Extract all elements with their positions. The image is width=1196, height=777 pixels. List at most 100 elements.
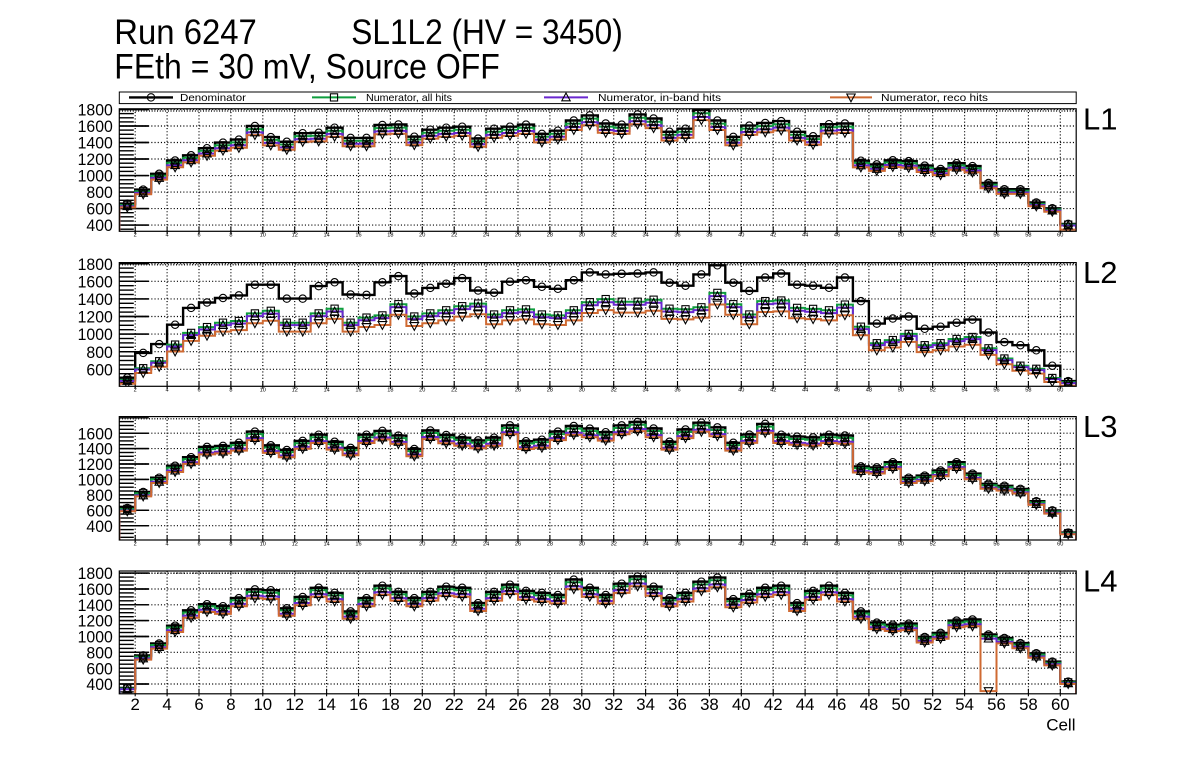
svg-text:58: 58 <box>1025 388 1031 394</box>
svg-text:10: 10 <box>253 695 272 714</box>
svg-text:8: 8 <box>229 388 232 394</box>
svg-text:400: 400 <box>86 518 112 536</box>
svg-text:1400: 1400 <box>78 291 113 309</box>
svg-text:22: 22 <box>445 695 464 714</box>
svg-text:40: 40 <box>738 233 744 239</box>
svg-text:2: 2 <box>134 233 137 239</box>
svg-text:1600: 1600 <box>78 118 113 136</box>
svg-text:54: 54 <box>961 388 967 394</box>
svg-text:56: 56 <box>987 695 1006 714</box>
svg-text:46: 46 <box>834 541 840 547</box>
svg-text:24: 24 <box>483 233 489 239</box>
svg-text:6: 6 <box>197 233 200 239</box>
svg-text:2: 2 <box>134 388 137 394</box>
svg-text:Numerator, all hits: Numerator, all hits <box>366 93 452 104</box>
svg-text:16: 16 <box>355 233 361 239</box>
svg-text:12: 12 <box>292 233 298 239</box>
svg-text:1800: 1800 <box>78 102 113 120</box>
svg-text:44: 44 <box>802 541 808 547</box>
svg-text:28: 28 <box>547 388 553 394</box>
svg-text:60: 60 <box>1057 388 1063 394</box>
svg-text:28: 28 <box>547 233 553 239</box>
svg-text:8: 8 <box>229 541 232 547</box>
svg-text:4: 4 <box>166 388 169 394</box>
svg-text:Run 6247: Run 6247 <box>114 13 256 52</box>
svg-text:58: 58 <box>1025 233 1031 239</box>
svg-text:20: 20 <box>413 695 432 714</box>
svg-text:16: 16 <box>349 695 368 714</box>
svg-text:Denominator: Denominator <box>180 93 247 104</box>
svg-text:54: 54 <box>961 233 967 239</box>
svg-text:Numerator, in-band hits: Numerator, in-band hits <box>598 93 721 104</box>
svg-text:56: 56 <box>993 388 999 394</box>
svg-text:34: 34 <box>642 541 648 547</box>
svg-text:30: 30 <box>572 695 591 714</box>
svg-text:600: 600 <box>86 502 112 520</box>
svg-text:4: 4 <box>166 233 169 239</box>
svg-text:800: 800 <box>86 184 112 202</box>
svg-text:16: 16 <box>355 541 361 547</box>
svg-text:L1: L1 <box>1083 101 1117 136</box>
svg-text:16: 16 <box>355 388 361 394</box>
svg-text:1400: 1400 <box>78 597 113 615</box>
svg-text:800: 800 <box>86 487 112 505</box>
svg-text:8: 8 <box>229 233 232 239</box>
svg-text:20: 20 <box>419 541 425 547</box>
svg-text:44: 44 <box>802 388 808 394</box>
svg-text:54: 54 <box>955 695 974 714</box>
svg-text:36: 36 <box>674 541 680 547</box>
svg-text:L2: L2 <box>1083 255 1117 290</box>
svg-text:56: 56 <box>993 541 999 547</box>
svg-text:44: 44 <box>802 233 808 239</box>
svg-text:L3: L3 <box>1083 409 1117 444</box>
svg-text:50: 50 <box>898 388 904 394</box>
svg-text:38: 38 <box>706 388 712 394</box>
svg-text:FEth = 30 mV, Source OFF: FEth = 30 mV, Source OFF <box>114 48 500 87</box>
svg-text:12: 12 <box>292 388 298 394</box>
svg-text:800: 800 <box>86 344 112 362</box>
svg-text:14: 14 <box>323 541 329 547</box>
svg-text:38: 38 <box>706 233 712 239</box>
svg-text:48: 48 <box>866 541 872 547</box>
svg-text:1600: 1600 <box>78 273 113 291</box>
svg-text:30: 30 <box>579 233 585 239</box>
svg-text:24: 24 <box>483 541 489 547</box>
svg-text:52: 52 <box>930 233 936 239</box>
svg-text:2: 2 <box>134 541 137 547</box>
svg-text:1000: 1000 <box>78 472 113 490</box>
svg-text:1400: 1400 <box>78 441 113 459</box>
svg-text:14: 14 <box>323 388 329 394</box>
svg-text:36: 36 <box>674 233 680 239</box>
svg-text:1600: 1600 <box>78 581 113 599</box>
svg-text:18: 18 <box>387 388 393 394</box>
svg-text:4: 4 <box>162 695 171 714</box>
svg-text:42: 42 <box>770 388 776 394</box>
svg-text:22: 22 <box>451 233 457 239</box>
svg-text:48: 48 <box>866 233 872 239</box>
svg-text:10: 10 <box>260 233 266 239</box>
svg-text:26: 26 <box>515 388 521 394</box>
svg-text:400: 400 <box>86 217 112 235</box>
svg-text:52: 52 <box>930 541 936 547</box>
svg-text:60: 60 <box>1057 541 1063 547</box>
svg-text:40: 40 <box>732 695 751 714</box>
svg-text:1200: 1200 <box>78 613 113 631</box>
svg-text:1000: 1000 <box>78 629 113 647</box>
svg-text:10: 10 <box>260 541 266 547</box>
svg-text:52: 52 <box>930 388 936 394</box>
svg-text:52: 52 <box>923 695 942 714</box>
svg-text:32: 32 <box>611 388 617 394</box>
svg-text:12: 12 <box>285 695 304 714</box>
svg-text:60: 60 <box>1051 695 1070 714</box>
svg-text:6: 6 <box>197 541 200 547</box>
svg-text:400: 400 <box>86 676 112 694</box>
svg-text:48: 48 <box>860 695 879 714</box>
svg-text:36: 36 <box>668 695 687 714</box>
svg-text:14: 14 <box>317 695 336 714</box>
svg-text:22: 22 <box>451 388 457 394</box>
svg-text:24: 24 <box>477 695 496 714</box>
svg-text:24: 24 <box>483 388 489 394</box>
svg-text:1800: 1800 <box>78 565 113 583</box>
svg-text:46: 46 <box>834 388 840 394</box>
svg-text:32: 32 <box>611 541 617 547</box>
